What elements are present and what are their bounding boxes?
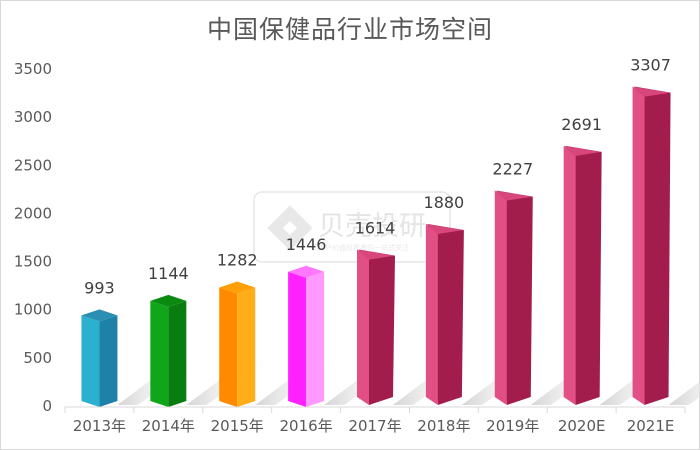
- bar-face-left: [632, 86, 645, 406]
- y-tick-label: 1000: [14, 301, 52, 319]
- bar-face-left: [563, 145, 576, 405]
- bar: 2691: [561, 115, 602, 405]
- y-tick-label: 500: [23, 349, 52, 367]
- bar-top: [288, 265, 325, 278]
- bar: 993: [81, 278, 118, 407]
- bar-face-left: [357, 249, 369, 405]
- bar-face-left: [150, 300, 169, 407]
- x-tick-label: 2013年: [73, 417, 126, 435]
- watermark-brand: 贝壳投研: [318, 211, 426, 242]
- x-tick-label: 2014年: [142, 417, 195, 435]
- bar: 1144: [148, 264, 189, 407]
- data-label: 2227: [492, 160, 533, 179]
- bar-shadow: [668, 381, 700, 405]
- bar-top: [632, 86, 671, 97]
- bar-face-left: [219, 287, 238, 407]
- bar: 1446: [286, 235, 327, 407]
- data-label: 1880: [424, 193, 465, 212]
- y-tick-label: 3500: [14, 60, 52, 78]
- y-tick-label: 2500: [14, 156, 52, 174]
- bar-face-left: [288, 271, 307, 407]
- chart-title: 中国保健品行业市场空间: [206, 15, 493, 44]
- x-tick-label: 2020E: [558, 417, 606, 435]
- y-tick-label: 3000: [14, 108, 52, 126]
- y-tick-label: 1500: [14, 253, 52, 271]
- data-label: 1446: [286, 235, 327, 254]
- watermark: 贝壳投研 用户价值投资者的一站式关注: [253, 191, 451, 263]
- bar: 1282: [217, 251, 258, 407]
- data-label: 1282: [217, 251, 258, 270]
- x-tick-label: 2016年: [280, 417, 333, 435]
- bar-face-right: [237, 287, 256, 407]
- bar: 1614: [355, 219, 396, 405]
- x-tick-label: 2019年: [486, 417, 539, 435]
- bar-face-left: [81, 315, 100, 407]
- y-tick-label: 0: [42, 397, 52, 415]
- bar-shadows: [117, 360, 700, 405]
- data-label: 1144: [148, 264, 189, 283]
- x-tick-label: 2018年: [417, 417, 470, 435]
- bar-face-left: [494, 190, 507, 405]
- bar-top: [357, 249, 395, 260]
- x-tick-label: 2017年: [348, 417, 401, 435]
- bar-face-right: [168, 300, 187, 407]
- data-label: 3307: [630, 56, 671, 75]
- bar-top: [425, 223, 464, 234]
- bar-face-left: [425, 223, 438, 405]
- data-label: 2691: [561, 115, 602, 134]
- x-axis: 2013年 2014年 2015年 2016年 2017年 2018年 2019年 2020E…: [64, 406, 686, 435]
- bar-face-right: [306, 271, 325, 407]
- x-tick-label: 2015年: [211, 417, 264, 435]
- bar-face-right: [99, 315, 118, 407]
- bar: 1880: [424, 193, 465, 405]
- y-tick-label: 2000: [14, 204, 52, 222]
- data-label: 1614: [355, 219, 396, 238]
- bar: 3307: [630, 56, 671, 406]
- bar-top: [494, 190, 533, 201]
- bar-top: [219, 281, 256, 294]
- bar-top: [81, 309, 118, 322]
- x-tick-label: 2021E: [627, 417, 675, 435]
- bar: 2227: [492, 160, 533, 405]
- bar-top: [563, 145, 602, 156]
- bar-top: [150, 294, 187, 307]
- bars: 993 1144 1282 1446 1614 1880 2227 2691 3307: [81, 56, 671, 407]
- watermark-tagline: 用户价值投资者的一站式关注: [318, 243, 409, 252]
- y-axis: 0 500 1000 1500 2000 2500 3000 3500: [14, 60, 52, 415]
- data-label: 993: [84, 278, 115, 297]
